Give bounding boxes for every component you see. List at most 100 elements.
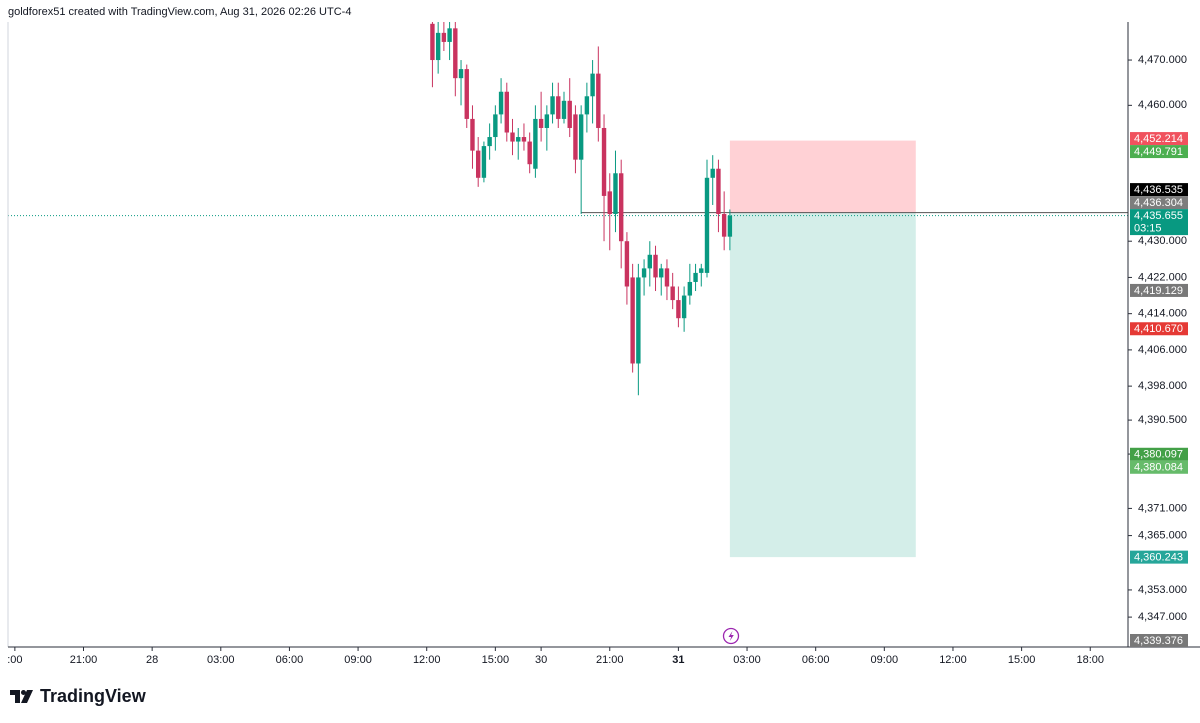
x-tick-label: 31: [672, 654, 684, 666]
y-tick-label: 4,470.000: [1138, 54, 1187, 66]
candle-body: [584, 96, 590, 115]
candle-body: [727, 215, 733, 237]
candle-body: [596, 73, 601, 128]
candle-body: [704, 177, 710, 273]
price-label: 4,435.655: [1134, 210, 1183, 222]
header: goldforex51 created with TradingView.com…: [8, 6, 351, 18]
x-tick-label: 21:00: [596, 654, 624, 666]
price-label-box: [1130, 447, 1188, 461]
x-tick-label: 15:00: [482, 654, 510, 666]
candle-body: [527, 141, 532, 165]
candle-body: [544, 114, 550, 128]
y-tick-label: 4,353.000: [1138, 584, 1187, 596]
plot-area: [8, 22, 1128, 558]
x-tick-label: 12:00: [413, 654, 441, 666]
candle-body: [487, 137, 492, 147]
candle-body: [453, 28, 458, 79]
candle-body: [653, 254, 658, 278]
price-label-box: [1130, 460, 1188, 474]
price-countdown: 03:15: [1134, 222, 1162, 234]
candle-body: [435, 32, 441, 61]
candle-body: [670, 286, 675, 301]
price-label: 4,410.670: [1134, 323, 1183, 335]
candle-body: [676, 300, 681, 319]
candle-body: [681, 295, 687, 319]
price-label-box: [1130, 145, 1188, 159]
candle-body: [516, 137, 521, 142]
candle-body: [561, 100, 567, 119]
logo-text: TradingView: [40, 686, 147, 706]
price-label: 4,360.243: [1134, 552, 1183, 564]
candle-body: [630, 277, 635, 364]
y-tick-label: 4,365.000: [1138, 529, 1187, 541]
candle-body: [533, 118, 538, 169]
candle-body: [601, 127, 607, 196]
candle-body: [699, 268, 704, 273]
price-label-box: [1130, 322, 1188, 336]
candle-body: [556, 96, 561, 119]
candle-body: [716, 168, 721, 215]
price-label-box: [1130, 550, 1188, 564]
candle-body: [550, 96, 555, 115]
price-label: 4,452.214: [1134, 133, 1183, 145]
candle-body: [504, 91, 509, 133]
price-label: 4,380.097: [1134, 449, 1183, 461]
candle-body: [710, 168, 715, 178]
candle-body: [567, 100, 572, 128]
candle-body: [590, 73, 595, 97]
price-label-box: [1130, 183, 1188, 197]
y-tick-label: 4,430.000: [1138, 235, 1187, 247]
price-label: 4,436.535: [1134, 184, 1183, 196]
candle-body: [498, 91, 504, 115]
y-tick-label: 4,390.500: [1138, 414, 1187, 426]
candle-body: [430, 23, 435, 61]
candle-body: [470, 118, 475, 151]
candle-body: [664, 268, 670, 287]
price-label-box: [1130, 132, 1188, 146]
price-label-box: [1130, 209, 1188, 236]
candle-body: [573, 114, 578, 160]
candle-body: [613, 173, 618, 215]
logo: TradingView: [10, 686, 147, 706]
price-label-box: [1130, 634, 1188, 647]
candle-body: [636, 277, 641, 364]
price-label: 4,419.129: [1134, 285, 1183, 297]
candle-body: [693, 272, 698, 282]
x-tick-label: 09:00: [344, 654, 372, 666]
candle-body: [447, 28, 452, 42]
candle-body: [647, 254, 652, 269]
candle-body: [475, 150, 481, 178]
candle-body: [441, 32, 447, 42]
candle-body: [641, 268, 647, 278]
y-tick-label: 4,460.000: [1138, 99, 1187, 111]
y-tick-label: 4,414.000: [1138, 308, 1187, 320]
candle-body: [607, 191, 612, 215]
x-tick-label: :00: [7, 654, 22, 666]
candle-body: [521, 137, 527, 142]
y-tick-label: 4,406.000: [1138, 344, 1187, 356]
y-tick-label: 4,371.000: [1138, 502, 1187, 514]
price-label: 4,449.791: [1134, 146, 1183, 158]
y-tick-label: 4,422.000: [1138, 271, 1187, 283]
candle-body: [659, 268, 664, 278]
x-tick-label: 12:00: [939, 654, 967, 666]
price-label-box: [1130, 283, 1188, 297]
x-tick-label: 18:00: [1076, 654, 1104, 666]
candle-body: [618, 173, 624, 242]
x-tick-label: 30: [535, 654, 547, 666]
y-tick-label: 4,347.000: [1138, 611, 1187, 623]
candle-body: [538, 118, 544, 128]
x-tick-label: 21:00: [70, 654, 98, 666]
candle-body: [493, 114, 498, 138]
x-tick-label: 03:00: [733, 654, 761, 666]
candle-body: [464, 69, 469, 119]
price-label: 4,380.084: [1134, 462, 1183, 474]
price-label: 4,339.376: [1134, 635, 1183, 647]
stop-zone: [729, 140, 916, 213]
x-tick-label: 06:00: [802, 654, 830, 666]
lightning-icon: [722, 627, 740, 645]
x-tick-label: 03:00: [207, 654, 235, 666]
x-tick-label: 15:00: [1008, 654, 1036, 666]
x-tick-label: 28: [146, 654, 158, 666]
